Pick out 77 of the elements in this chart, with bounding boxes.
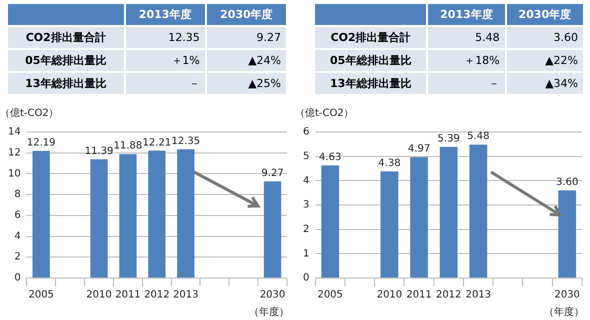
x-tick-label: 2005	[28, 290, 54, 301]
y-tick-label: 6	[302, 126, 310, 138]
bar	[380, 171, 398, 278]
data-label: 9.27	[261, 168, 284, 179]
text: ＋18%	[428, 50, 505, 71]
y-tick-label: 5	[302, 150, 310, 162]
x-axis-title: （年度）	[249, 306, 289, 319]
text: ▲24%	[206, 50, 286, 71]
text: －	[428, 73, 505, 94]
y-tick-label: 6	[14, 210, 21, 222]
text: ＋1%	[126, 50, 205, 71]
text: 12.35	[126, 27, 205, 48]
x-tick-label: 2013	[466, 290, 492, 301]
y-tick-label: 3	[302, 200, 310, 211]
data-label: 4.38	[378, 158, 401, 170]
text: 2013年度	[428, 4, 505, 25]
data-label: 4.97	[408, 144, 430, 155]
y-tick-label: 14	[8, 126, 21, 138]
text: 2030年度	[206, 4, 286, 25]
x-axis-title: （年度）	[544, 306, 584, 319]
y-tick-label: 2	[302, 224, 310, 235]
text: 13年総排出量比	[8, 73, 124, 94]
data-label: 3.60	[556, 176, 578, 188]
text: 05年総排出量比	[315, 50, 426, 71]
text: 2013年度	[126, 4, 205, 25]
data-label: 4.63	[319, 152, 342, 163]
y-tick-label: 12	[8, 147, 21, 158]
x-tick-label: 2010	[86, 290, 112, 301]
y-tick-label: 10	[8, 168, 21, 180]
y-axis-title: （億t-CO2）	[0, 106, 59, 120]
text: 3.60	[506, 27, 583, 48]
x-tick-label: 2010	[376, 290, 402, 301]
text: CO2排出量合計	[315, 27, 426, 48]
bar	[558, 190, 576, 278]
x-tick-label: 2012	[144, 290, 170, 301]
text: 05年総排出量比	[8, 50, 124, 71]
bar	[469, 144, 488, 278]
x-tick-label: 2012	[436, 290, 462, 301]
data-label: 11.88	[114, 140, 142, 152]
y-tick-label: 2	[14, 252, 21, 263]
text: 9.27	[206, 27, 286, 48]
x-tick-label: 2011	[406, 290, 432, 301]
bar	[264, 181, 282, 278]
bar	[410, 157, 428, 278]
y-tick-label: 4	[14, 230, 21, 242]
bar	[321, 165, 340, 278]
text: 5.48	[428, 27, 505, 48]
text: ▲34%	[506, 73, 583, 94]
y-tick-label: 4	[302, 175, 310, 186]
x-tick-label: 2030	[260, 290, 286, 301]
bar	[32, 150, 50, 278]
x-tick-label: 2011	[115, 290, 141, 301]
data-label: 5.39	[438, 133, 460, 144]
bar	[90, 159, 108, 278]
text: ▲25%	[206, 73, 286, 94]
bar	[119, 154, 137, 278]
data-label: 11.39	[84, 146, 114, 157]
text: CO2排出量合計	[8, 27, 124, 48]
bar	[440, 146, 458, 278]
y-tick-label: 8	[14, 189, 21, 200]
y-axis-title: （億t-CO2）	[295, 106, 354, 120]
data-label: 12.21	[142, 137, 172, 148]
text: －	[126, 73, 205, 94]
x-tick-label: 2005	[317, 290, 343, 301]
bar	[148, 150, 166, 278]
x-tick-label: 2013	[173, 290, 199, 301]
y-tick-label: 0	[302, 272, 310, 284]
data-label: 5.48	[467, 131, 490, 142]
y-tick-label: 1	[302, 248, 310, 260]
x-tick-label: 2030	[554, 290, 580, 301]
bar	[177, 149, 194, 278]
text: 2030年度	[506, 4, 583, 25]
text: 13年総排出量比	[315, 73, 426, 94]
y-tick-label: 0	[14, 272, 21, 284]
text: ▲22%	[506, 50, 583, 71]
data-label: 12.35	[171, 136, 200, 147]
data-label: 12.19	[26, 137, 56, 148]
